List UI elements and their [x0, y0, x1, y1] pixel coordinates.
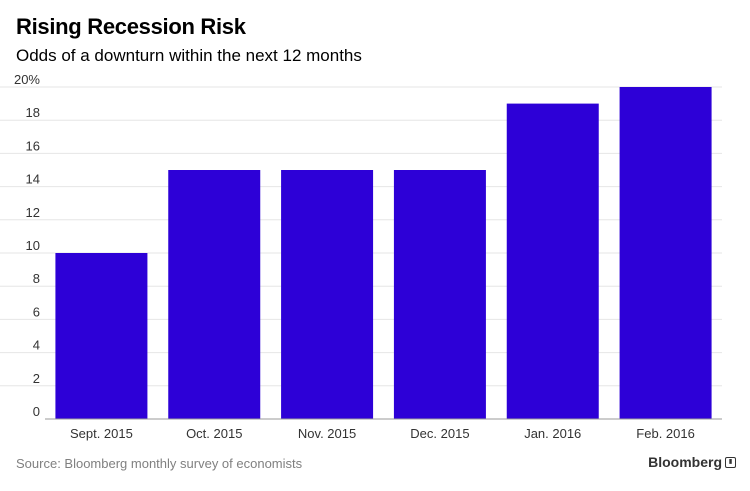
- y-tick-label: 12: [26, 205, 40, 220]
- y-axis-ticks: 0 2 4 6 8 10 12 14 16 18 20%: [14, 72, 40, 419]
- y-tick-label: 6: [33, 304, 40, 319]
- bloomberg-mark-icon: ▮: [725, 456, 736, 468]
- x-tick-label: Jan. 2016: [524, 426, 581, 441]
- bloomberg-logo: Bloomberg ▮: [648, 454, 736, 470]
- bar: [393, 170, 486, 419]
- x-tick-label: Feb. 2016: [636, 426, 695, 441]
- x-axis-labels: Sept. 2015 Oct. 2015 Nov. 2015 Dec. 2015 Jan…: [70, 426, 695, 441]
- logo-text: Bloomberg: [648, 454, 722, 470]
- source-note: Source: Bloomberg monthly survey of econ…: [16, 456, 303, 471]
- bar: [506, 103, 599, 419]
- chart-subtitle: Odds of a downturn within the next 12 mo…: [16, 46, 362, 65]
- y-tick-label: 4: [33, 338, 40, 353]
- x-tick-label: Sept. 2015: [70, 426, 133, 441]
- y-tick-label: 20%: [14, 72, 40, 87]
- y-tick-label: 10: [26, 238, 40, 253]
- x-tick-label: Nov. 2015: [298, 426, 356, 441]
- bar: [281, 170, 374, 419]
- y-tick-label: 8: [33, 271, 40, 286]
- x-tick-label: Oct. 2015: [186, 426, 242, 441]
- bar: [619, 87, 712, 419]
- y-tick-label: 2: [33, 371, 40, 386]
- bar: [55, 253, 148, 419]
- bar: [168, 170, 261, 419]
- y-tick-label: 14: [26, 172, 40, 187]
- x-tick-label: Dec. 2015: [410, 426, 469, 441]
- chart-title: Rising Recession Risk: [16, 14, 246, 39]
- y-tick-label: 16: [26, 138, 40, 153]
- bars: [55, 87, 712, 419]
- y-tick-label: 18: [26, 105, 40, 120]
- y-tick-label: 0: [33, 404, 40, 419]
